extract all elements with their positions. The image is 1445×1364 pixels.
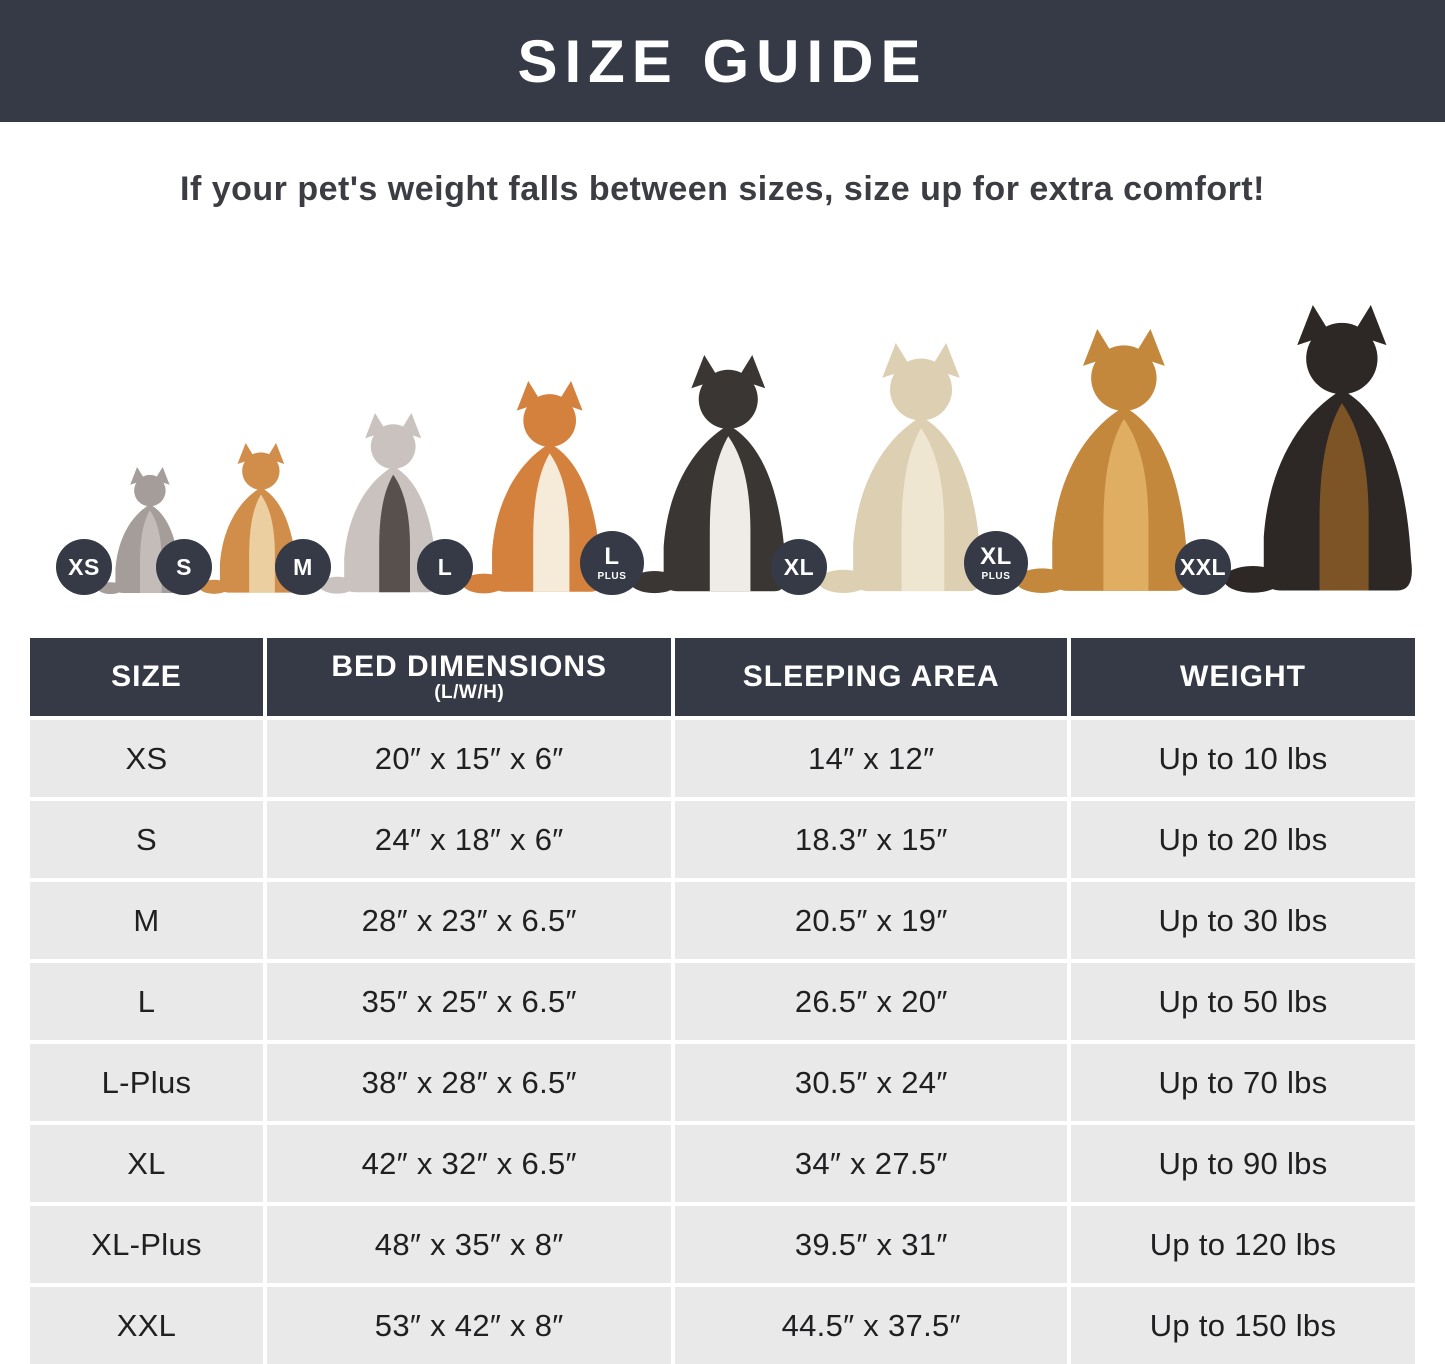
column-header-bed-dimensions: BED DIMENSIONS (L/W/H) — [266, 638, 672, 716]
size-badge-xxl: XXL — [1175, 539, 1231, 595]
cell-weight: Up to 120 lbs — [1071, 1206, 1415, 1283]
labrador-icon — [818, 343, 982, 594]
cell-sleeping-area: 18.3″ x 15″ — [675, 801, 1067, 878]
size-table: SIZE BED DIMENSIONS (L/W/H) SLEEPING ARE… — [30, 638, 1415, 1364]
pet-border-collie: L PLUS — [580, 355, 807, 595]
cell-size: XL — [30, 1125, 263, 1202]
cell-weight: Up to 10 lbs — [1071, 720, 1415, 797]
size-badge-label: L — [437, 553, 453, 580]
pomeranian-icon — [198, 443, 298, 594]
cell-weight: Up to 50 lbs — [1071, 963, 1415, 1040]
doberman-icon — [1223, 305, 1412, 593]
shiba-inu-icon — [462, 381, 602, 594]
golden-retriever-icon — [1015, 329, 1189, 593]
cell-size: XXL — [30, 1287, 263, 1364]
size-badge-sublabel: PLUS — [981, 570, 1011, 582]
cell-bed-dimensions: 20″ x 15″ x 6″ — [266, 720, 672, 797]
cell-size: XS — [30, 720, 263, 797]
size-badge-label: XL — [783, 553, 815, 580]
size-badge-label: XL — [980, 542, 1012, 570]
cell-sleeping-area: 39.5″ x 31″ — [675, 1206, 1067, 1283]
cell-weight: Up to 150 lbs — [1071, 1287, 1415, 1364]
page-title: SIZE GUIDE — [517, 27, 928, 95]
cell-size: M — [30, 882, 263, 959]
title-banner: SIZE GUIDE — [0, 0, 1445, 122]
french-bulldog-icon — [319, 413, 438, 594]
size-badge-label: M — [293, 553, 313, 580]
column-header-size: SIZE — [30, 638, 263, 716]
column-header-bed-dimensions-label: BED DIMENSIONS — [331, 650, 608, 684]
cell-sleeping-area: 34″ x 27.5″ — [675, 1125, 1067, 1202]
cell-sleeping-area: 14″ x 12″ — [675, 720, 1067, 797]
size-badge-label: XXL — [1179, 553, 1227, 580]
cell-bed-dimensions: 42″ x 32″ x 6.5″ — [266, 1125, 672, 1202]
border-collie-icon — [630, 355, 787, 594]
cell-size: S — [30, 801, 263, 878]
pet-pomeranian: S — [156, 443, 311, 595]
size-badge-label: S — [176, 553, 192, 580]
pet-doberman: XXL — [1175, 305, 1437, 595]
cell-size: L — [30, 963, 263, 1040]
cell-weight: Up to 30 lbs — [1071, 882, 1415, 959]
subtitle-text: If your pet's weight falls between sizes… — [180, 170, 1265, 208]
cell-bed-dimensions: 38″ x 28″ x 6.5″ — [266, 1044, 672, 1121]
column-header-weight: WEIGHT — [1071, 638, 1415, 716]
cell-bed-dimensions: 53″ x 42″ x 8″ — [266, 1287, 672, 1364]
cell-size: XL-Plus — [30, 1206, 263, 1283]
size-badge-m: M — [275, 539, 331, 595]
pet-labrador: XL — [771, 343, 1004, 595]
size-badge-xs: XS — [56, 539, 112, 595]
size-badge-xl: XL — [771, 539, 827, 595]
pet-golden-retriever: XL PLUS — [964, 329, 1211, 595]
cell-weight: Up to 20 lbs — [1071, 801, 1415, 878]
column-header-sleeping-area: SLEEPING AREA — [675, 638, 1067, 716]
cell-bed-dimensions: 35″ x 25″ x 6.5″ — [266, 963, 672, 1040]
cell-sleeping-area: 26.5″ x 20″ — [675, 963, 1067, 1040]
cell-sleeping-area: 30.5″ x 24″ — [675, 1044, 1067, 1121]
pets-size-row: XS S M L L PLUS XL XL PLUS XXL — [0, 299, 1445, 601]
cell-bed-dimensions: 48″ x 35″ x 8″ — [266, 1206, 672, 1283]
size-badge-xl-plus: XL PLUS — [964, 531, 1028, 595]
pet-shiba-inu: L — [417, 381, 620, 595]
cell-weight: Up to 70 lbs — [1071, 1044, 1415, 1121]
size-badge-label: XS — [68, 553, 100, 580]
cell-size: L-Plus — [30, 1044, 263, 1121]
cell-sleeping-area: 20.5″ x 19″ — [675, 882, 1067, 959]
size-badge-l: L — [417, 539, 473, 595]
size-badge-s: S — [156, 539, 212, 595]
size-badge-label: L — [604, 542, 620, 570]
cell-bed-dimensions: 24″ x 18″ x 6″ — [266, 801, 672, 878]
size-badge-sublabel: PLUS — [597, 570, 627, 582]
cell-sleeping-area: 44.5″ x 37.5″ — [675, 1287, 1067, 1364]
column-header-lwh-sublabel: (L/W/H) — [434, 681, 505, 703]
cell-bed-dimensions: 28″ x 23″ x 6.5″ — [266, 882, 672, 959]
cell-weight: Up to 90 lbs — [1071, 1125, 1415, 1202]
pet-french-bulldog: M — [275, 413, 453, 595]
size-badge-l-plus: L PLUS — [580, 531, 644, 595]
